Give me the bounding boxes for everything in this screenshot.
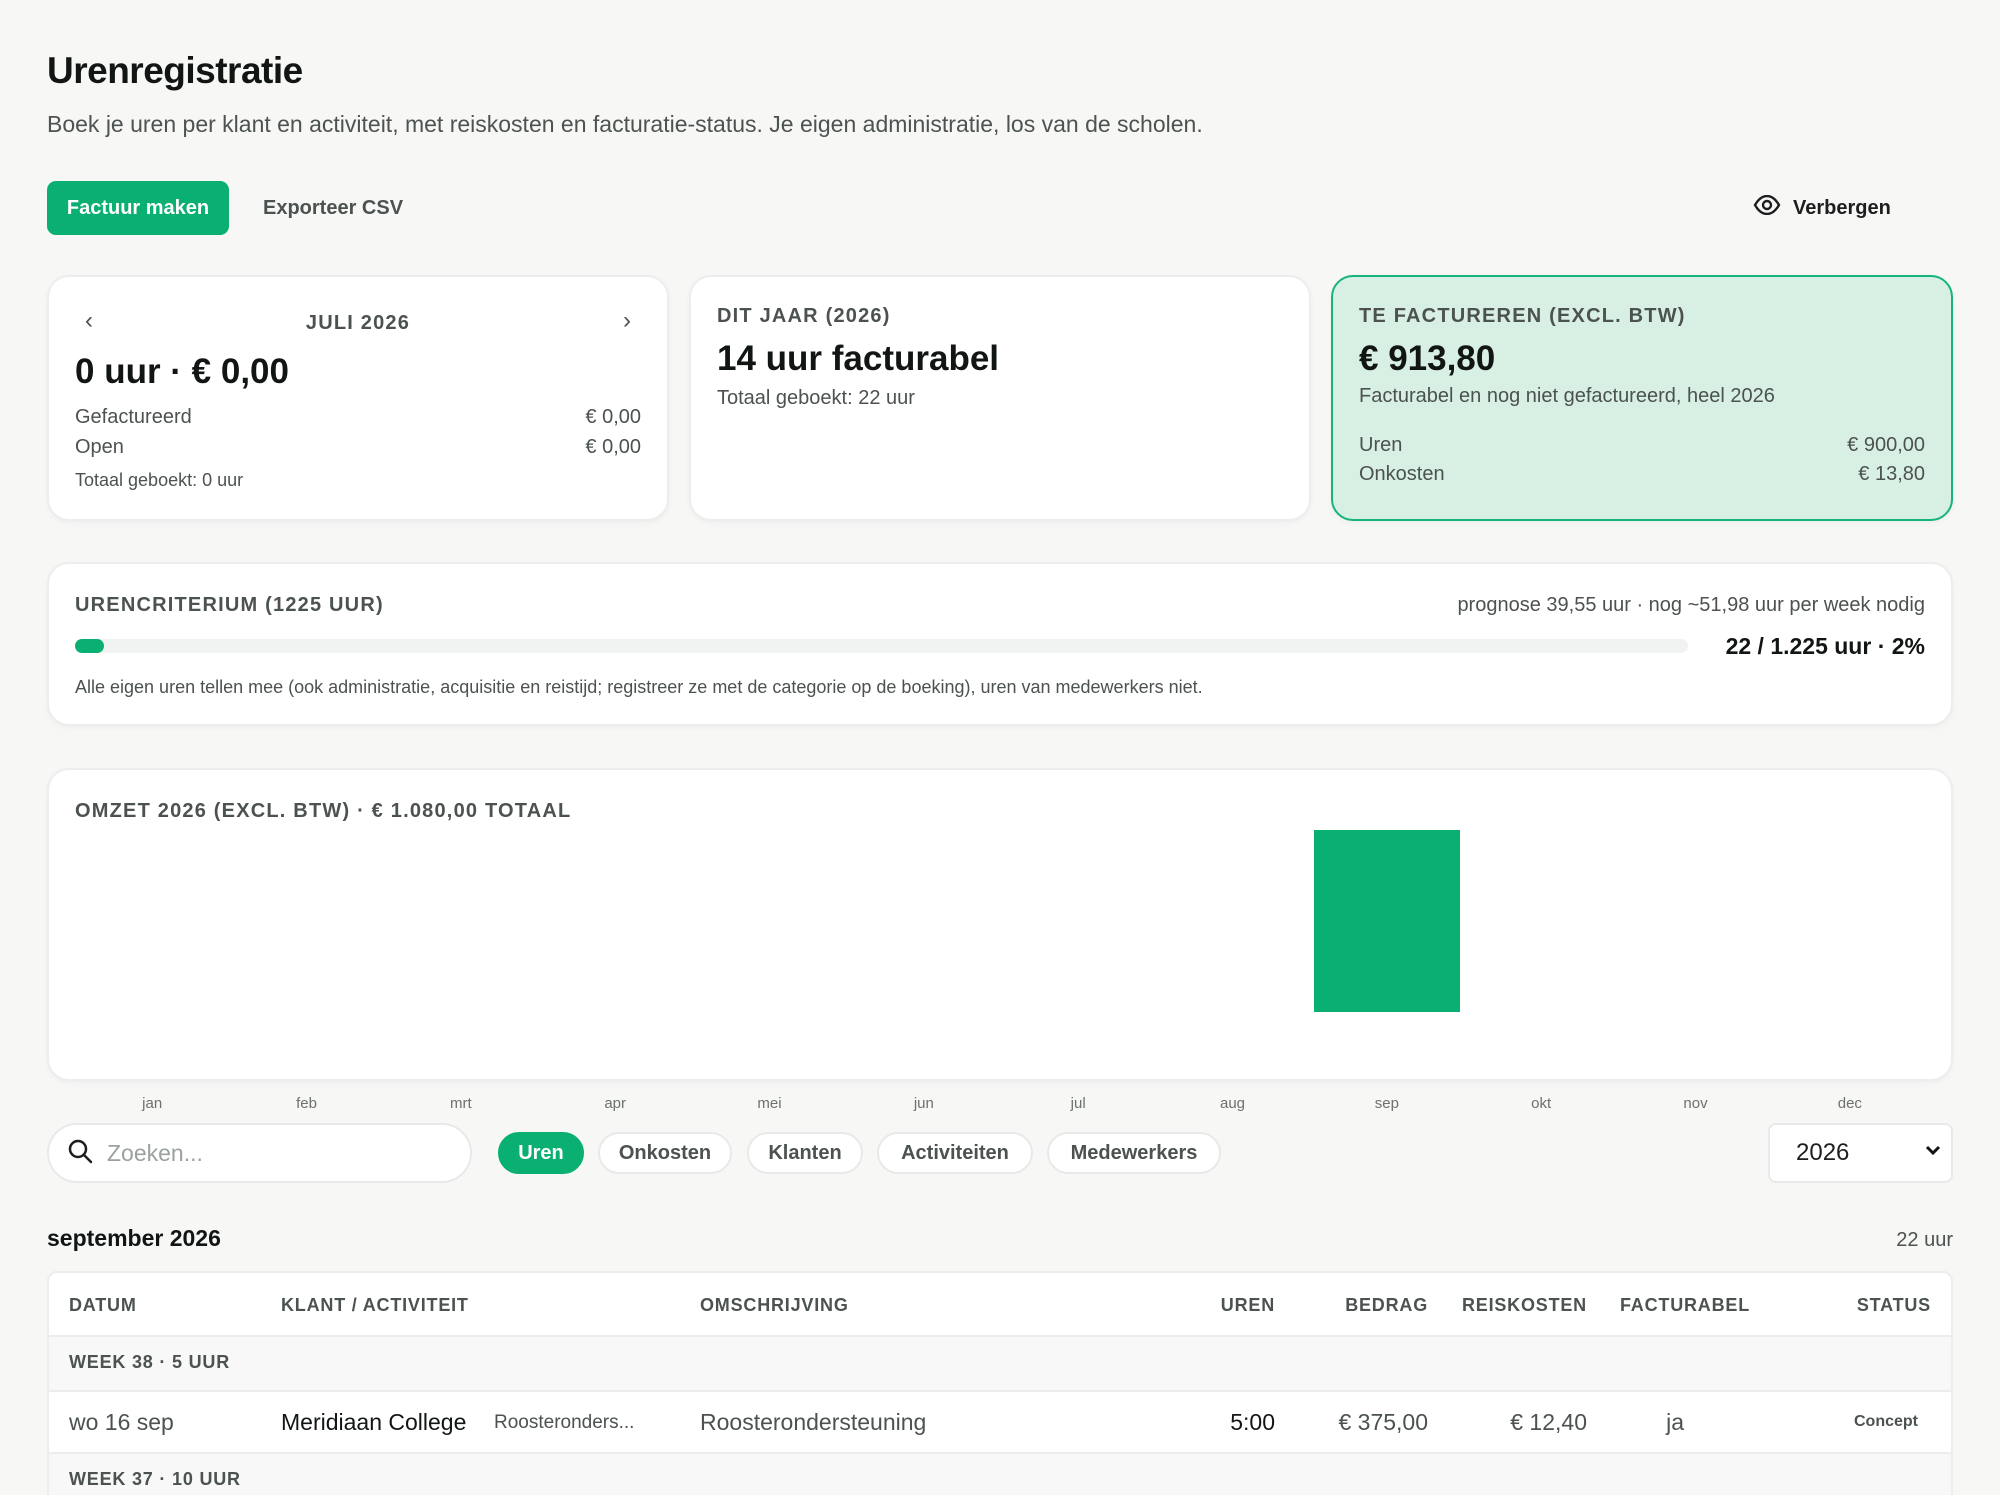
- tick-label-aug: aug: [1219, 1095, 1246, 1112]
- tick-label-apr: apr: [604, 1095, 626, 1112]
- search-box[interactable]: [47, 1123, 472, 1183]
- tab-medewerkers[interactable]: Medewerkers: [1047, 1132, 1221, 1174]
- cell-billable: ja: [1666, 1409, 1684, 1435]
- next-month-button[interactable]: ›: [623, 307, 631, 334]
- column-header-status: STATUS: [1856, 1295, 1931, 1315]
- column-header-reiskosten: REISKOSTEN: [1461, 1295, 1587, 1315]
- status-badge[interactable]: Concept: [1854, 1413, 1918, 1430]
- invoiced-value: € 0,00: [585, 406, 641, 428]
- to-invoice-card: TE FACTUREREN (EXCL. BTW) € 913,80 Factu…: [1331, 275, 1953, 521]
- year-headline: 14 uur facturabel: [717, 339, 1000, 378]
- export-csv-button[interactable]: Exporteer CSV: [263, 196, 404, 219]
- page-subtitle: Boek je uren per klant en activiteit, me…: [47, 111, 1203, 137]
- month-total: Totaal geboekt: 0 uur: [75, 470, 244, 490]
- search-input[interactable]: [107, 1139, 427, 1167]
- tick-label-jun: jun: [913, 1095, 934, 1112]
- to-invoice-label: TE FACTUREREN (EXCL. BTW): [1359, 305, 1686, 327]
- hours-value: € 900,00: [1847, 434, 1925, 456]
- column-header-facturabel: FACTURABEL: [1620, 1295, 1750, 1315]
- cell-client: Meridiaan College: [281, 1409, 467, 1435]
- page-title: Urenregistratie: [47, 50, 303, 91]
- hours-table: DATUM KLANT / ACTIVITEIT OMSCHRIJVING UR…: [47, 1271, 1953, 1495]
- hide-button[interactable]: Verbergen: [1753, 181, 1953, 235]
- week-header-row: WEEK 38 · 5 UUR: [49, 1335, 1951, 1390]
- invoiced-label: Gefactureerd: [75, 406, 192, 428]
- month-label: JULI 2026: [305, 312, 411, 334]
- tick-label-feb: feb: [296, 1095, 317, 1112]
- prev-month-button[interactable]: ‹: [85, 307, 93, 334]
- tick-label-mrt: mrt: [449, 1095, 472, 1112]
- month-section-total: 22 uur: [1896, 1229, 1953, 1251]
- to-invoice-amount: € 913,80: [1359, 339, 1496, 378]
- eye-icon: [1753, 194, 1781, 221]
- column-header-bedrag: BEDRAG: [1345, 1295, 1428, 1315]
- tick-label-nov: nov: [1683, 1095, 1708, 1112]
- hours-label: Uren: [1359, 434, 1403, 456]
- open-value: € 0,00: [585, 436, 641, 458]
- bar-sep: [1313, 830, 1461, 1012]
- open-label: Open: [75, 436, 124, 458]
- cell-date: wo 16 sep: [69, 1409, 174, 1435]
- invoiced-row: Gefactureerd € 0,00: [75, 406, 641, 429]
- chevron-down-icon: [1923, 1139, 1943, 1167]
- month-card: ‹ JULI 2026 › 0 uur · € 0,00 Gefactureer…: [47, 275, 669, 521]
- column-header-datum: DATUM: [69, 1295, 137, 1315]
- tick-label-sep: sep: [1374, 1095, 1399, 1112]
- create-invoice-button[interactable]: Factuur maken: [47, 181, 229, 235]
- year-label: DIT JAAR (2026): [717, 305, 891, 327]
- tick-label-jan: jan: [142, 1095, 163, 1112]
- table-row[interactable]: wo 16 sep Meridiaan College Roosteronder…: [49, 1390, 1951, 1452]
- criterion-progress-track: [75, 639, 1688, 653]
- hide-label: Verbergen: [1793, 196, 1891, 219]
- costs-value: € 13,80: [1858, 463, 1925, 485]
- search-icon: [67, 1138, 93, 1169]
- criterion-forecast: prognose 39,55 uur · nog ~51,98 uur per …: [1457, 594, 1925, 616]
- year-card: DIT JAAR (2026) 14 uur facturabel Totaal…: [689, 275, 1311, 521]
- tick-label-mei: mei: [757, 1095, 782, 1112]
- revenue-chart-card: OMZET 2026 (EXCL. BTW) · € 1.080,00 TOTA…: [47, 768, 1953, 1112]
- column-header-uren: UREN: [1220, 1295, 1275, 1315]
- criterion-note: Alle eigen uren tellen mee (ook administ…: [75, 677, 1203, 697]
- week-header: WEEK 37 · 10 UUR: [69, 1469, 241, 1489]
- cell-amount: € 375,00: [1338, 1409, 1428, 1435]
- cell-travel-costs: € 12,40: [1510, 1409, 1587, 1435]
- tab-activiteiten[interactable]: Activiteiten: [877, 1132, 1033, 1174]
- year-total: Totaal geboekt: 22 uur: [717, 387, 915, 409]
- cell-description: Roosterondersteuning: [700, 1409, 927, 1435]
- revenue-chart: jan feb mrt apr mei jun jul aug sep okt nov dec: [75, 830, 1927, 1112]
- year-select[interactable]: 2026: [1768, 1123, 1953, 1183]
- hours-row: Uren € 900,00: [1359, 434, 1925, 457]
- open-row: Open € 0,00: [75, 436, 641, 459]
- tick-label-dec: dec: [1837, 1095, 1862, 1112]
- week-header: WEEK 38 · 5 UUR: [69, 1352, 231, 1372]
- tick-label-jul: jul: [1070, 1095, 1086, 1112]
- criterion-progress-fill: [75, 639, 105, 653]
- criterion-summary: 22 / 1.225 uur · 2%: [1725, 633, 1925, 659]
- column-header-omschrijving: OMSCHRIJVING: [700, 1295, 849, 1315]
- to-invoice-note: Facturabel en nog niet gefactureerd, hee…: [1359, 385, 1775, 407]
- hours-criterion-card: URENCRITERIUM (1225 UUR) prognose 39,55 …: [47, 562, 1953, 726]
- month-section-title: september 2026: [47, 1225, 221, 1251]
- tick-label-okt: okt: [1531, 1095, 1552, 1112]
- tab-onkosten[interactable]: Onkosten: [598, 1132, 732, 1174]
- tab-uren[interactable]: Uren: [498, 1132, 584, 1174]
- chart-title: OMZET 2026 (EXCL. BTW) · € 1.080,00 TOTA…: [75, 800, 572, 822]
- criterion-label: URENCRITERIUM (1225 UUR): [75, 594, 384, 616]
- costs-row: Onkosten € 13,80: [1359, 463, 1925, 486]
- tab-klanten[interactable]: Klanten: [747, 1132, 863, 1174]
- cell-hours: 5:00: [1230, 1409, 1275, 1435]
- year-select-value: 2026: [1796, 1139, 1850, 1166]
- week-header-row: WEEK 37 · 10 UUR: [49, 1452, 1951, 1495]
- cell-activity: Roosteronders...: [494, 1412, 635, 1433]
- month-headline: 0 uur · € 0,00: [75, 352, 289, 391]
- costs-label: Onkosten: [1359, 463, 1445, 485]
- column-header-klant-activiteit: KLANT / ACTIVITEIT: [281, 1295, 469, 1315]
